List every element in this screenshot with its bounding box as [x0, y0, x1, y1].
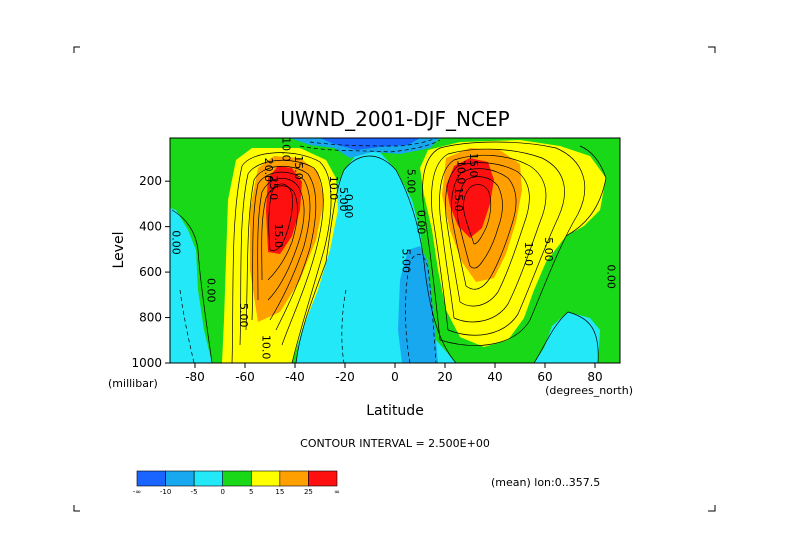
x-tick-label: 20	[437, 370, 452, 384]
y-axis-unit: (millibar)	[108, 377, 158, 390]
band-lt-neg10	[320, 138, 420, 150]
contour-label: 0.00	[605, 264, 618, 289]
x-tick-label: -60	[235, 370, 255, 384]
color-scale-label: 15	[275, 488, 284, 496]
contour-label: 5.00	[400, 248, 413, 273]
color-scale-label: 25	[304, 488, 313, 496]
color-scale-swatch	[193, 470, 224, 487]
x-tick-label: 60	[537, 370, 552, 384]
contour-label: 15.0	[292, 155, 305, 180]
y-tick-label: 400	[139, 220, 162, 234]
contour-labels: 10.015.020.025.0 10.05.000.0015.00.000.00…	[170, 137, 618, 359]
page-corner-marks	[73, 46, 716, 512]
x-axis-ticks: -80 -60 -40 -20 0 20 40 60 80	[185, 363, 603, 384]
color-scale-label: -∞	[133, 488, 141, 496]
x-axis-label: Latitude	[366, 403, 424, 419]
contour-label: 0.00	[170, 230, 183, 255]
color-scale-label: ∞	[334, 488, 340, 496]
band-gt25	[266, 166, 302, 254]
contour-label: 5.00	[542, 237, 555, 262]
contour-label: 25.0	[267, 176, 280, 201]
y-tick-label: 1000	[131, 356, 162, 370]
y-axis-ticks: 200 400 600 800 1000	[131, 174, 170, 370]
contour-label: 5.00	[237, 303, 250, 328]
y-tick-label: 800	[139, 311, 162, 325]
color-scale-swatch	[136, 470, 166, 487]
contour-label: 10.0	[280, 137, 293, 162]
x-tick-label: 40	[487, 370, 502, 384]
contour-label: 20.0	[262, 158, 275, 183]
contour-lines-negative	[179, 138, 441, 363]
color-scale-label: -10	[160, 488, 171, 496]
contour-label: 5.00	[405, 169, 418, 194]
chart-title: UWND_2001-DJF_NCEP	[280, 107, 509, 131]
contour-interval-note: CONTOUR INTERVAL = 2.500E+00	[300, 437, 490, 450]
color-scale-swatch	[250, 470, 281, 487]
contour-label: 5.00	[337, 187, 350, 212]
x-tick-label: -80	[185, 370, 205, 384]
contour-label: 0.00	[415, 210, 428, 235]
color-scale-swatch	[165, 470, 195, 487]
color-scale-label: 0	[220, 488, 224, 496]
contour-label: 15.0	[272, 223, 285, 248]
contour-label: 10.0	[455, 160, 468, 185]
contour-field	[170, 138, 620, 363]
x-tick-label: 0	[391, 370, 399, 384]
band-0-5-right	[590, 210, 620, 300]
color-scale-swatch	[279, 470, 309, 487]
color-scale-swatch	[222, 470, 252, 487]
band-neg10-neg5	[398, 246, 438, 363]
contour-label: 0.00	[342, 194, 355, 219]
color-scale-swatch	[308, 470, 338, 487]
x-tick-label: -20	[335, 370, 355, 384]
color-scale-bar: -∞ -10 -5 0 5 15 25 ∞	[133, 470, 340, 496]
contour-label: 15.0	[452, 187, 465, 212]
x-tick-label: -40	[285, 370, 305, 384]
contour-lines-positive	[171, 141, 607, 363]
contour-label: 10.0	[260, 335, 273, 360]
x-tick-label: 80	[587, 370, 602, 384]
contour-label: 10.0	[522, 242, 535, 267]
y-tick-label: 200	[139, 174, 162, 188]
contour-label: 0.00	[205, 278, 218, 303]
contour-label: 10.0	[327, 176, 340, 201]
color-scale-label: 5	[249, 488, 253, 496]
y-axis-label: Level	[111, 232, 127, 269]
x-axis-unit: (degrees_north)	[545, 384, 633, 397]
color-scale-label: -5	[191, 488, 198, 496]
y-tick-label: 600	[139, 265, 162, 279]
mean-lon-note: (mean) lon:0..357.5	[491, 476, 600, 489]
contour-label: 15.0	[467, 153, 480, 178]
